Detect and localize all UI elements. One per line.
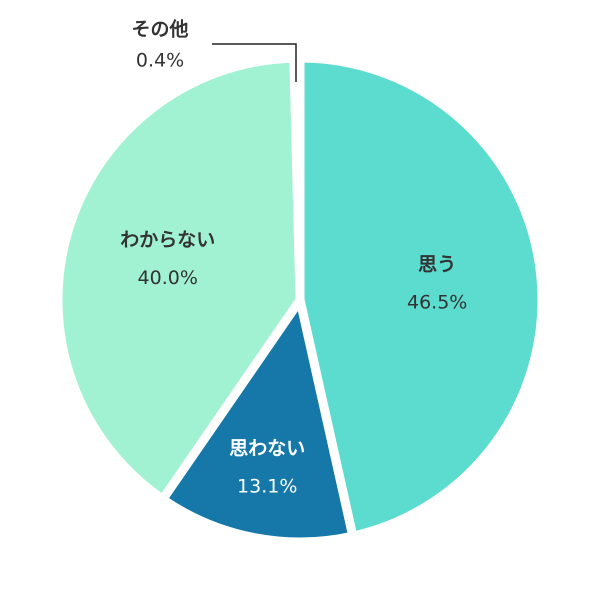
leader-line [212, 43, 297, 82]
pie-slice [295, 53, 547, 542]
slice-label: 思わない [229, 437, 305, 459]
pie-slice [156, 288, 359, 547]
slice-value: 46.5% [407, 291, 467, 313]
slice-label: 思う [418, 253, 456, 275]
slice-value: 13.1% [237, 475, 297, 497]
slice-value: 40.0% [138, 267, 198, 289]
slice-value: 0.4% [136, 50, 184, 72]
slice-label: その他 [131, 18, 188, 41]
pie-slice [289, 53, 305, 301]
slice-label: わからない [120, 229, 215, 251]
pie-slice [53, 53, 305, 506]
